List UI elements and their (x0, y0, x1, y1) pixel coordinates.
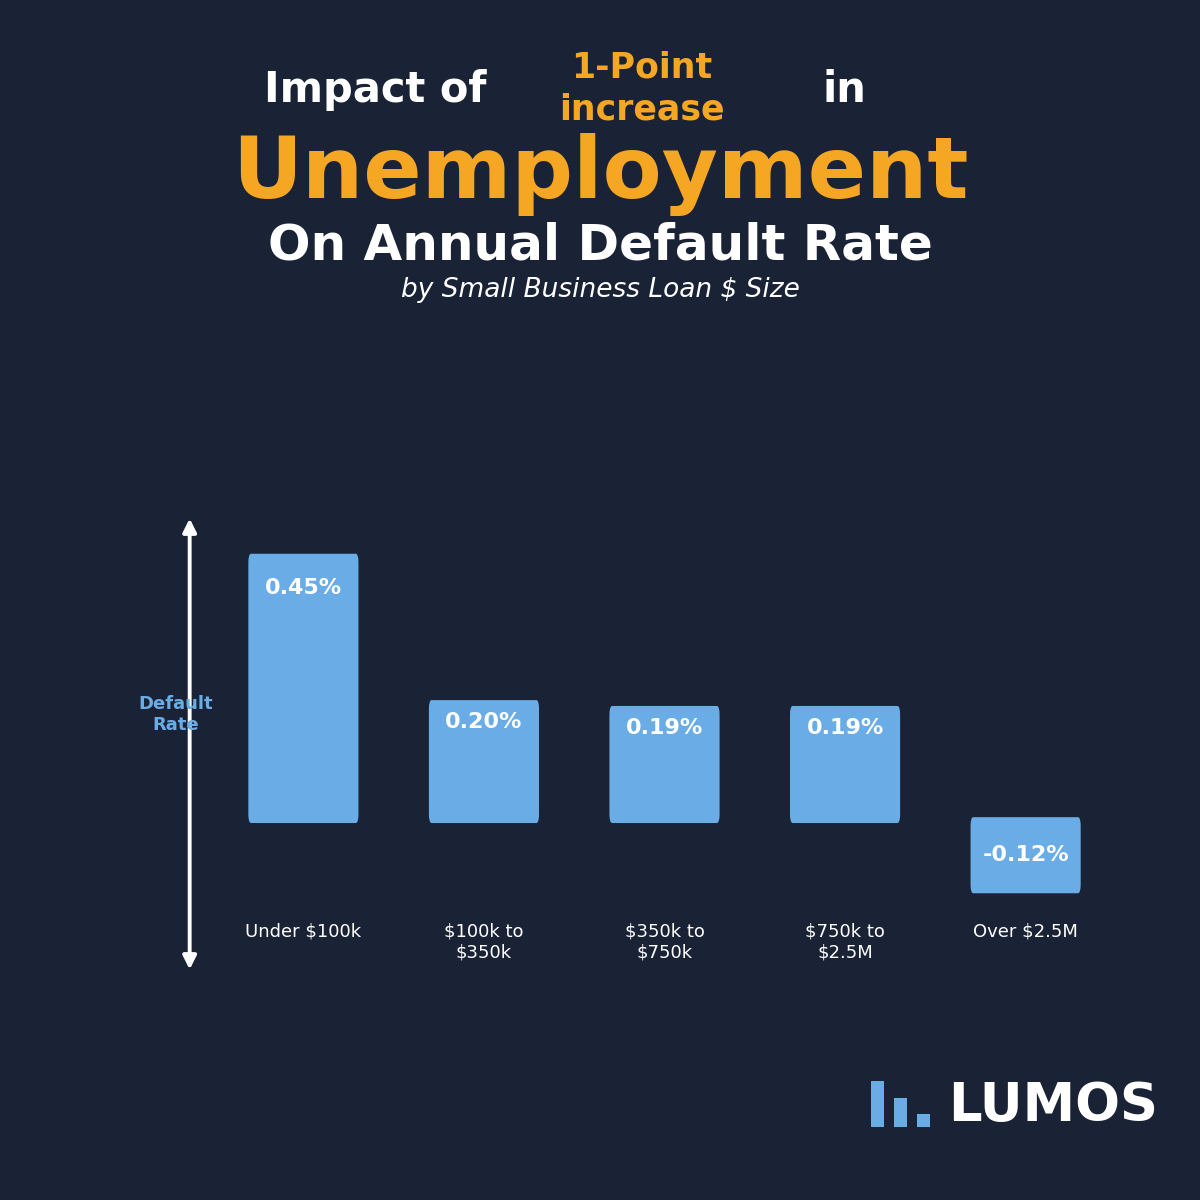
Text: 0.19%: 0.19% (626, 718, 703, 738)
Text: $750k to
$2.5M: $750k to $2.5M (805, 923, 886, 961)
Text: 1-Point: 1-Point (571, 50, 713, 85)
Text: LUMOS: LUMOS (948, 1080, 1158, 1133)
Text: 0.20%: 0.20% (445, 713, 523, 732)
FancyBboxPatch shape (248, 553, 359, 823)
Text: in: in (822, 68, 866, 110)
Polygon shape (871, 1081, 883, 1128)
Text: 0.19%: 0.19% (806, 718, 883, 738)
Text: increase: increase (559, 92, 725, 127)
Text: $350k to
$750k: $350k to $750k (624, 923, 704, 961)
FancyBboxPatch shape (790, 706, 900, 823)
Text: Impact of: Impact of (264, 68, 502, 110)
Text: 0.45%: 0.45% (265, 577, 342, 598)
Text: -0.12%: -0.12% (983, 845, 1069, 865)
FancyBboxPatch shape (428, 700, 539, 823)
Text: Default
Rate: Default Rate (138, 695, 212, 734)
Text: by Small Business Loan $ Size: by Small Business Loan $ Size (401, 277, 799, 304)
FancyBboxPatch shape (610, 706, 720, 823)
Polygon shape (894, 1098, 907, 1128)
Text: Unemployment: Unemployment (232, 132, 968, 216)
Text: On Annual Default Rate: On Annual Default Rate (268, 222, 932, 270)
Text: Over $2.5M: Over $2.5M (973, 923, 1078, 941)
FancyBboxPatch shape (971, 817, 1081, 893)
Text: Under $100k: Under $100k (245, 923, 361, 941)
Text: $100k to
$350k: $100k to $350k (444, 923, 523, 961)
Polygon shape (917, 1114, 930, 1128)
